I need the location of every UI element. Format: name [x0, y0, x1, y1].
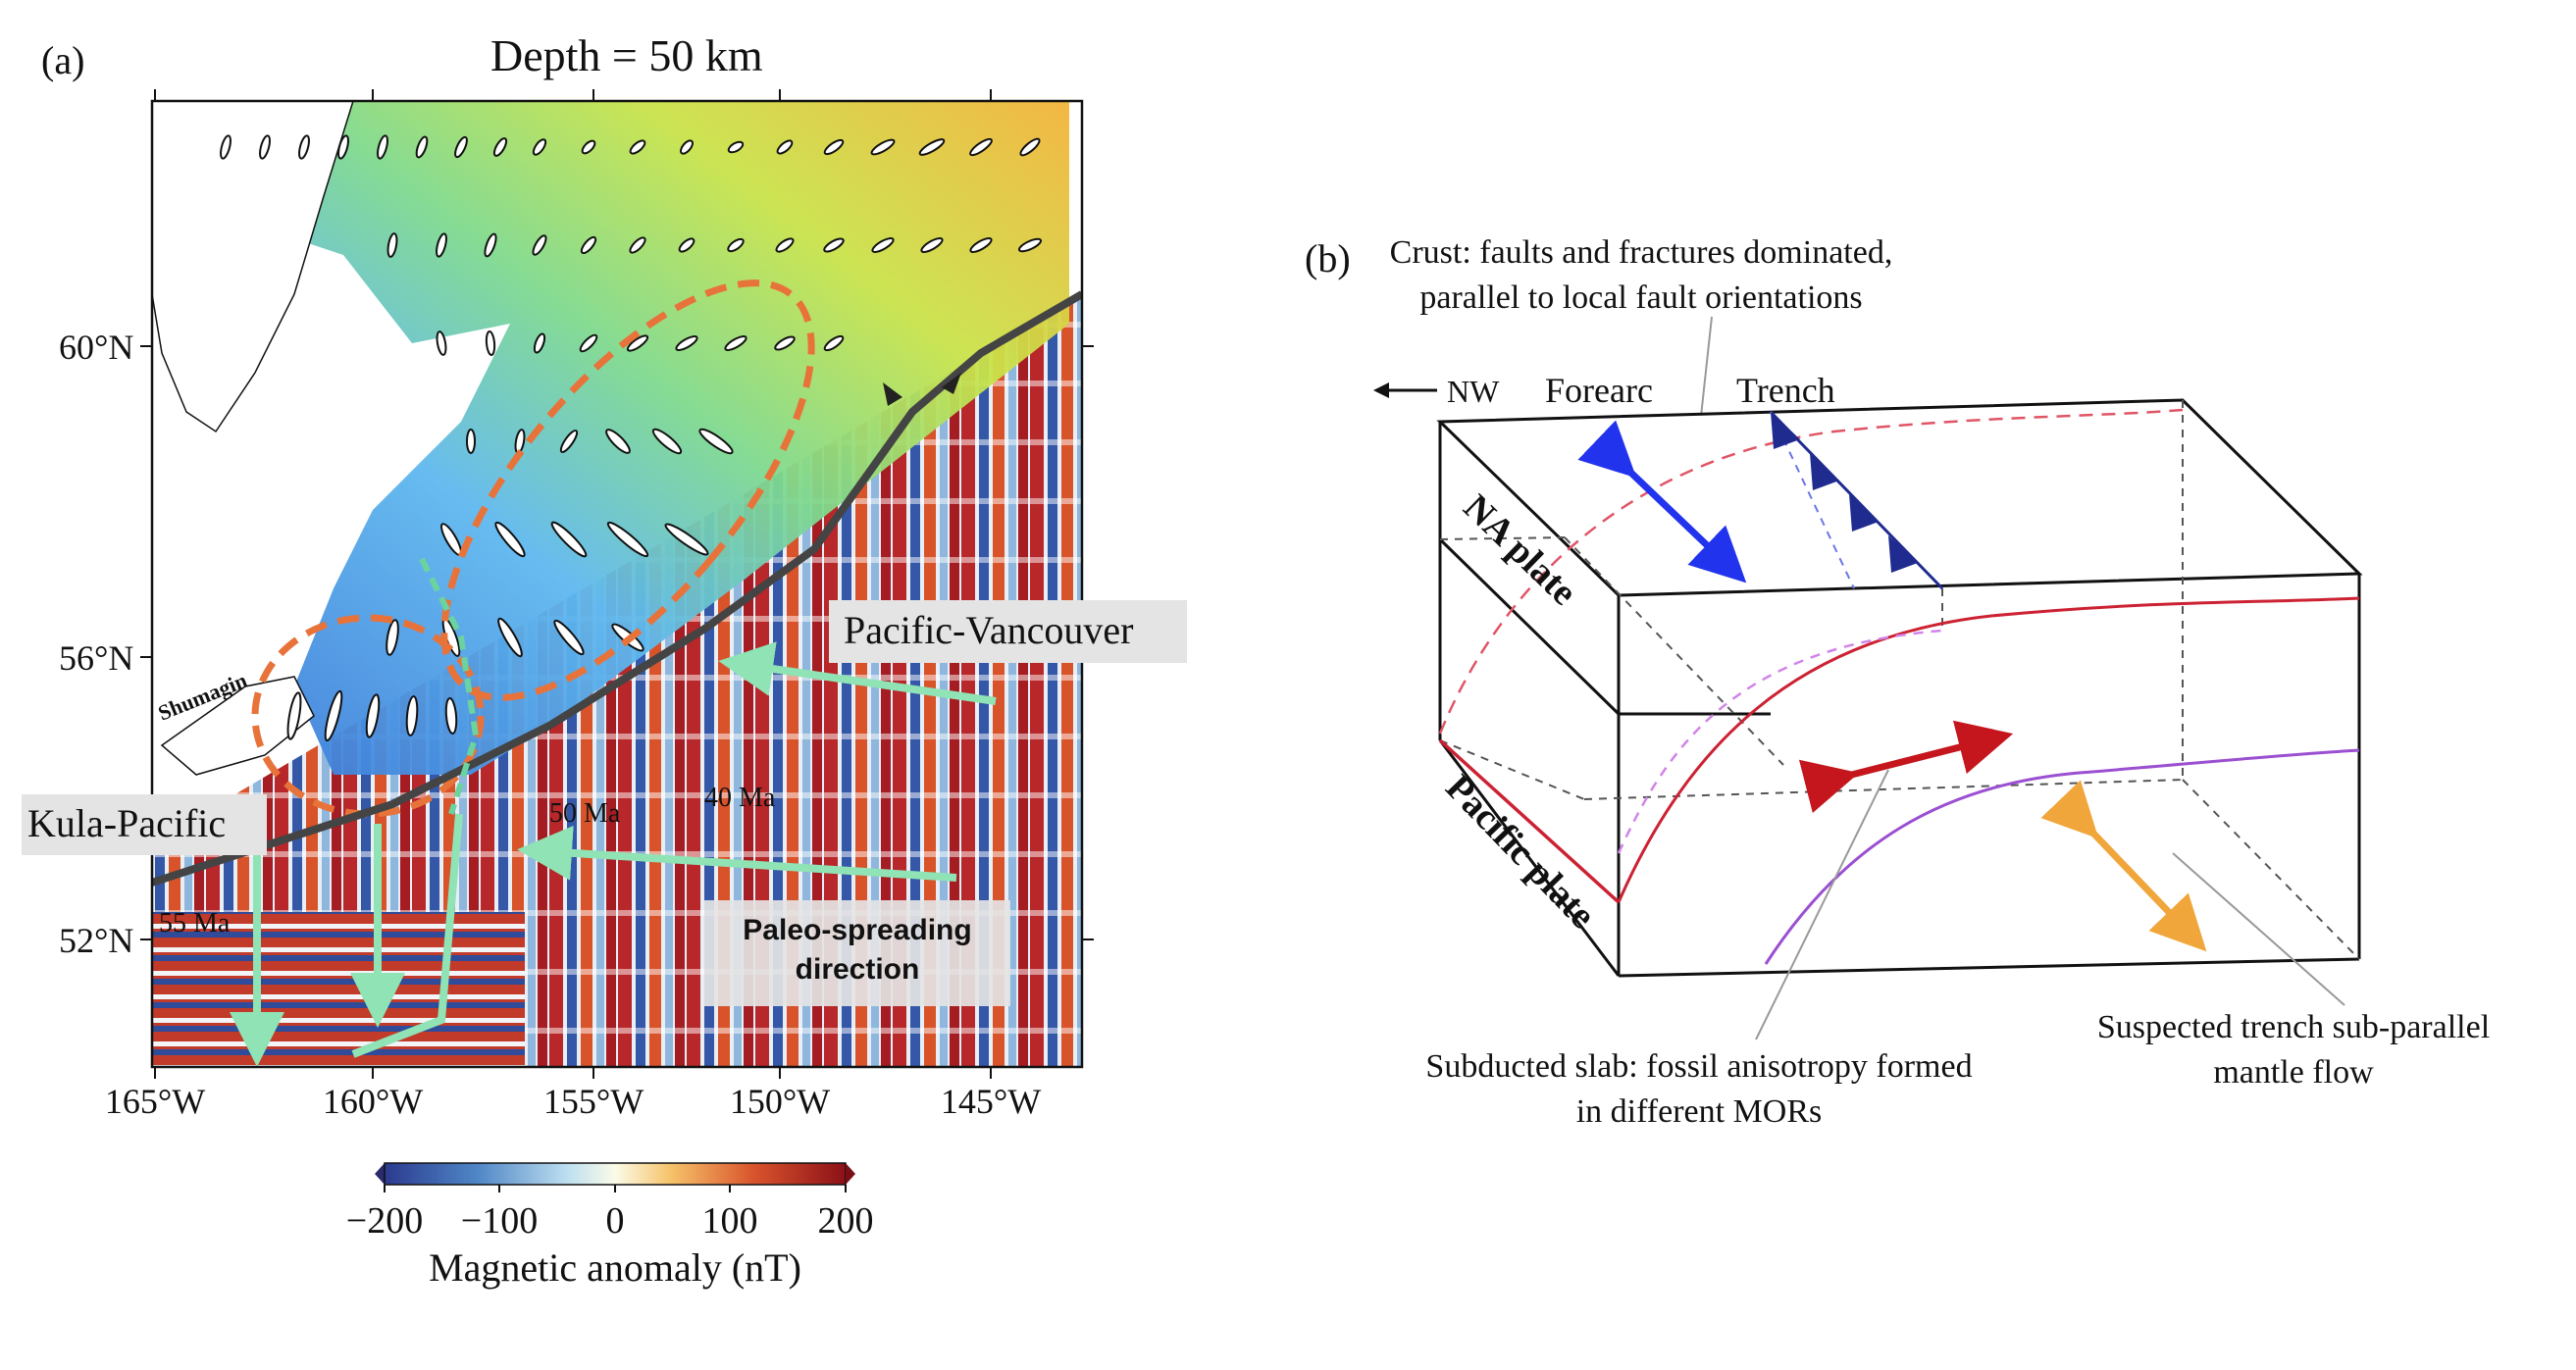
colorbar-min-arrow — [375, 1163, 385, 1185]
nw-arrow-head-icon — [1373, 382, 1389, 398]
colorbar-label: Magnetic anomaly (nT) — [429, 1245, 801, 1290]
slab-note-line-1: Subducted slab: fossil anisotropy formed — [1425, 1048, 1972, 1085]
lat-tick-52: 52°N — [59, 921, 133, 960]
age-40-label: 40 Ma — [704, 783, 776, 813]
colorbar-tick-minus100: −100 — [461, 1200, 538, 1242]
trench-tooth-icon — [1849, 494, 1879, 532]
colorbar-gradient — [384, 1162, 847, 1186]
pacific-vancouver-arrow — [718, 641, 997, 705]
slab-top-line — [1617, 596, 2360, 903]
mantle-leader-line — [2172, 852, 2345, 1006]
paleo-spreading-box — [704, 900, 1010, 1006]
mantle-note-line-2: mantle flow — [2213, 1054, 2374, 1091]
panel-a: (a) Depth = 50 km — [22, 30, 1187, 1290]
kula-pacific-ridge-line — [351, 813, 463, 1058]
lon-tick-155: 155°W — [543, 1082, 644, 1121]
colorbar-max-arrow — [846, 1163, 855, 1185]
mantle-flow-arrow — [2040, 780, 2207, 952]
slab-side-hidden-line — [1617, 629, 1943, 854]
paleo-spreading-label-2: direction — [796, 953, 920, 986]
map-area — [152, 101, 1082, 1067]
trench-label: Trench — [1736, 371, 1835, 410]
seismic-velocity-field — [211, 101, 1069, 775]
kula-pacific-label: Kula-Pacific — [27, 801, 226, 845]
forearc-label: Forearc — [1545, 371, 1653, 410]
colorbar: −200 −100 0 100 200 Magnetic anomaly (nT… — [346, 1162, 874, 1290]
pacific-vancouver-region-circle — [440, 279, 815, 701]
lon-tick-165: 165°W — [105, 1082, 205, 1121]
nw-label: NW — [1447, 374, 1500, 409]
trench-trace — [1769, 410, 1944, 590]
pacific-vancouver-box — [829, 600, 1187, 663]
paleo-spreading-arrow — [517, 825, 957, 882]
kula-pacific-box — [22, 794, 267, 855]
slab-anisotropy-arrow — [1798, 720, 2014, 814]
mantle-note-line-1: Suspected trench sub-parallel — [2097, 1009, 2490, 1045]
crust-note-line-1: Crust: faults and fractures dominated, — [1390, 234, 1893, 271]
map-frame — [150, 99, 1084, 1069]
slab-leader-line — [1755, 769, 1889, 1040]
panel-a-label: (a) — [41, 38, 84, 82]
colorbar-tick-0: 0 — [606, 1200, 625, 1242]
pacific-plate-edge — [1438, 738, 1621, 904]
colorbar-tick-minus200: −200 — [346, 1200, 423, 1242]
lat-tick-60: 60°N — [59, 328, 133, 367]
slab-edge-line — [419, 557, 480, 815]
crust-note-line-2: parallel to local fault orientations — [1419, 279, 1862, 316]
lon-tick-160: 160°W — [323, 1082, 423, 1121]
colorbar-tick-100: 100 — [702, 1200, 758, 1242]
panel-b: (b) Crust: faults and fractures dominate… — [1305, 234, 2490, 1130]
crust-anisotropy-arrow — [1577, 420, 1747, 584]
age-55-label: 55 Ma — [159, 908, 231, 939]
shumagin-islands — [160, 676, 315, 776]
southwest-stripes — [152, 912, 525, 1067]
aleutian-trench — [152, 290, 1082, 887]
slab-note-line-2: in different MORs — [1576, 1093, 1823, 1130]
kula-pacific-region-circle — [251, 614, 485, 818]
trench-tooth-icon — [1888, 535, 1918, 573]
panel-b-label: (b) — [1305, 236, 1351, 280]
trench-tooth-icon — [1771, 412, 1800, 449]
trench-tooth-icon — [883, 382, 902, 406]
age-50-label: 50 Ma — [549, 798, 621, 829]
anisotropy-sticks — [220, 134, 1043, 742]
trench-tooth-icon — [1810, 453, 1839, 490]
mantle-line — [1764, 748, 2360, 965]
map-title: Depth = 50 km — [490, 30, 763, 80]
axis-ticks — [140, 89, 1094, 1079]
pacific-plate-label: Pacific plate — [1438, 767, 1604, 937]
colorbar-tick-200: 200 — [818, 1200, 874, 1242]
lat-tick-56: 56°N — [59, 638, 133, 678]
trench-tooth-icon — [942, 373, 961, 394]
paleo-spreading-label-1: Paleo-spreading — [743, 914, 971, 946]
lon-tick-145: 145°W — [941, 1082, 1041, 1121]
pacific-vancouver-label: Pacific-Vancouver — [844, 608, 1133, 652]
lon-tick-150: 150°W — [730, 1082, 830, 1121]
